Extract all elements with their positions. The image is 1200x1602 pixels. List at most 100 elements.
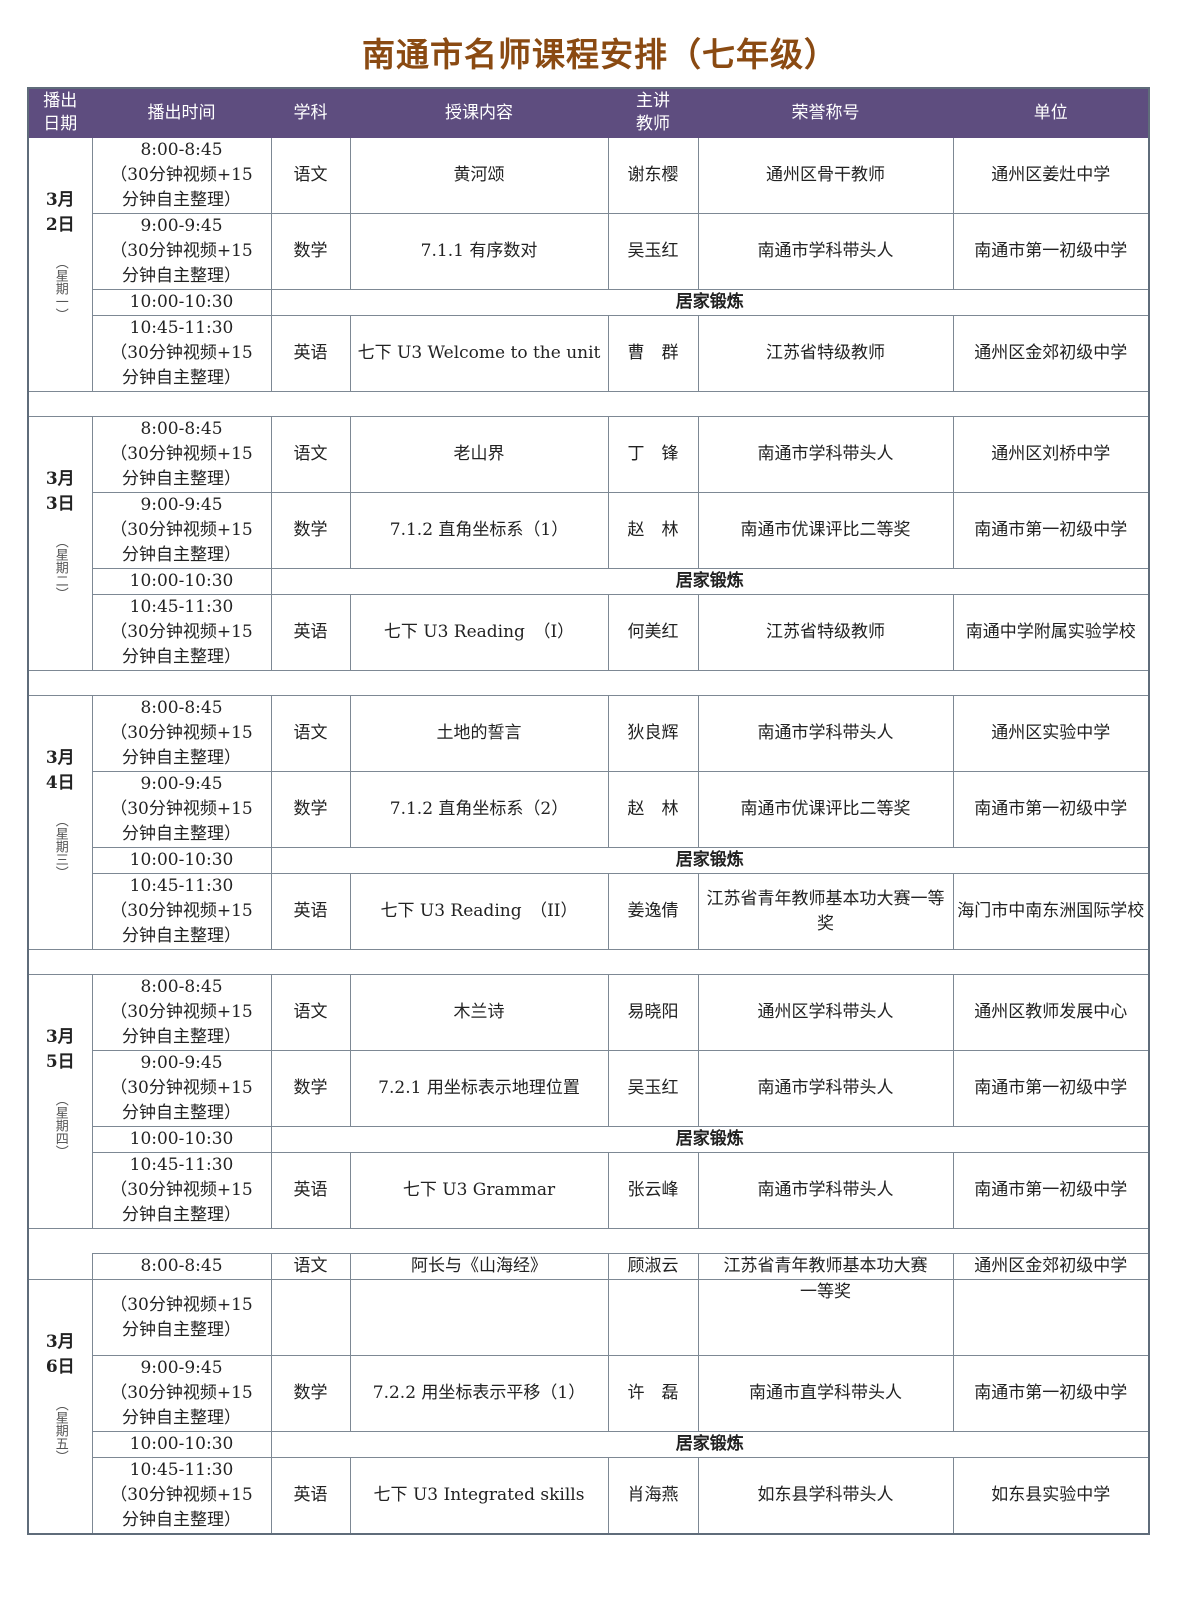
- time-note: 分钟自主整理）: [122, 1103, 241, 1123]
- subject-cell: 数学: [270, 213, 351, 290]
- time-note: （30分钟视频+15: [110, 723, 253, 743]
- date-cell: 3月 5日 （星期四）: [27, 974, 93, 1229]
- honor-cell: 南通市学科带头人: [697, 1152, 954, 1229]
- time-cell: 10:45-11:30 （30分钟视频+15 分钟自主整理）: [91, 1457, 272, 1535]
- content-cell: 7.1.2 直角坐标系（2）: [349, 771, 609, 848]
- time-cell: 9:00-9:45 （30分钟视频+15 分钟自主整理）: [91, 1355, 272, 1432]
- spacer-cell: [27, 670, 1149, 696]
- time-note: 分钟自主整理）: [122, 824, 241, 844]
- date-month: 3月: [45, 748, 75, 768]
- subject-cell: 数学: [270, 492, 351, 569]
- teacher-cell: 曹 群: [607, 315, 699, 392]
- break-cell: 居家锻炼: [270, 568, 1150, 595]
- day-spacer: [27, 1228, 1149, 1280]
- unit-cell: 南通市第一初级中学: [952, 492, 1150, 569]
- content-cell: [349, 1279, 609, 1356]
- break-cell: 居家锻炼: [270, 1431, 1150, 1458]
- time-note: （30分钟视频+15: [110, 799, 253, 819]
- date-cell: 3月 2日 （星期一）: [27, 137, 93, 392]
- subject-cell: [270, 1279, 351, 1356]
- break-row: 10:00-10:30 居家锻炼: [28, 847, 1150, 874]
- unit-cell: 南通市第一初级中学: [952, 1152, 1150, 1229]
- break-cell: 居家锻炼: [270, 289, 1150, 316]
- unit-cell: 通州区实验中学: [952, 695, 1150, 772]
- content-cell: 七下 U3 Integrated skills: [349, 1457, 609, 1535]
- honor-cell: 江苏省青年教师基本功大赛: [697, 1253, 954, 1280]
- content-cell: 七下 U3 Grammar: [349, 1152, 609, 1229]
- honor-cell: 南通市学科带头人: [697, 416, 954, 493]
- lesson-row: 9:00-9:45 （30分钟视频+15 分钟自主整理） 数学 7.2.1 用坐标表示地…: [28, 1050, 1150, 1127]
- break-row: 10:00-10:30 居家锻炼: [28, 1431, 1150, 1458]
- subject-cell: 英语: [270, 315, 351, 392]
- lesson-row: 10:45-11:30 （30分钟视频+15 分钟自主整理） 英语 七下 U3 Gram…: [28, 1152, 1150, 1229]
- time-note: 分钟自主整理）: [122, 469, 241, 489]
- time-note: （30分钟视频+15: [110, 1294, 253, 1315]
- time-cell: 10:45-11:30 （30分钟视频+15 分钟自主整理）: [91, 873, 272, 950]
- honor-cell: 江苏省特级教师: [697, 594, 954, 671]
- time-note: （30分钟视频+15: [110, 1078, 253, 1098]
- time-cell: 8:00-8:45: [91, 1253, 272, 1280]
- time-range: 10:45-11:30: [129, 1460, 234, 1480]
- time-note: 分钟自主整理）: [122, 748, 241, 768]
- time-note: （30分钟视频+15: [110, 444, 253, 464]
- unit-cell: 南通市第一初级中学: [952, 1050, 1150, 1127]
- content-cell: 7.1.1 有序数对: [349, 213, 609, 290]
- subject-cell: 英语: [270, 1457, 351, 1535]
- time-note: （30分钟视频+15: [110, 343, 253, 363]
- time-cell: 10:00-10:30: [91, 289, 272, 316]
- lesson-row: 10:45-11:30 （30分钟视频+15 分钟自主整理） 英语 七下 U3 Welc…: [28, 315, 1150, 392]
- break-row: 10:00-10:30 居家锻炼: [28, 568, 1150, 595]
- time-range: 10:45-11:30: [129, 1155, 234, 1175]
- unit-cell: 通州区金郊初级中学: [952, 1253, 1150, 1280]
- time-cell: 10:45-11:30 （30分钟视频+15 分钟自主整理）: [91, 594, 272, 671]
- unit-cell: 海门市中南东洲国际学校: [952, 873, 1150, 950]
- content-cell: 七下 U3 Reading （I）: [349, 594, 609, 671]
- teacher-cell: 丁 锋: [607, 416, 699, 493]
- honor-cell: 南通市优课评比二等奖: [697, 771, 954, 848]
- teacher-cell: 赵 林: [607, 771, 699, 848]
- lesson-row: 3月 5日 （星期四） 8:00-8:45 （30分钟视频+15 分钟自主整理） 语文 木兰诗…: [27, 974, 1150, 1229]
- time-cell: 9:00-9:45 （30分钟视频+15 分钟自主整理）: [91, 492, 272, 569]
- day-spacer: [27, 391, 1149, 417]
- spacer-cell: [92, 1228, 1149, 1254]
- honor-cell: 南通市学科带头人: [697, 695, 954, 772]
- time-note: 分钟自主整理）: [122, 1027, 241, 1047]
- date-day: 5日: [45, 1052, 75, 1072]
- time-range: 9:00-9:45: [140, 774, 223, 794]
- content-cell: 阿长与《山海经》: [349, 1253, 609, 1280]
- date-month: 3月: [45, 190, 75, 210]
- schedule-table: 播出 日期 播出时间 学科 授课内容 主讲 教师 荣誉称号 单位 3月 2日 （星期…: [27, 87, 1150, 1535]
- time-cell: 10:00-10:30: [91, 847, 272, 874]
- col-header-unit: 单位: [952, 87, 1150, 138]
- content-cell: 七下 U3 Welcome to the unit: [349, 315, 609, 392]
- subject-cell: 语文: [270, 974, 351, 1051]
- content-cell: 老山界: [349, 416, 609, 493]
- lesson-row: 9:00-9:45 （30分钟视频+15 分钟自主整理） 数学 7.1.1 有序数对 吴玉…: [28, 213, 1150, 290]
- time-range: 9:00-9:45: [140, 216, 223, 236]
- subject-cell: 语文: [270, 137, 351, 214]
- weekday: （星期五）: [52, 1398, 68, 1463]
- teacher-cell: 何美红: [607, 594, 699, 671]
- date-day: 3日: [45, 494, 75, 514]
- date-day: 2日: [45, 215, 75, 235]
- col-header-time: 播出时间: [91, 87, 272, 138]
- lesson-row: 3月 4日 （星期三） 8:00-8:45 （30分钟视频+15 分钟自主整理） 语文 土地的…: [27, 695, 1150, 950]
- honor-cell: 江苏省特级教师: [697, 315, 954, 392]
- time-note: （30分钟视频+15: [110, 1383, 253, 1403]
- teacher-cell: 姜逸倩: [607, 873, 699, 950]
- lesson-row: 10:45-11:30 （30分钟视频+15 分钟自主整理） 英语 七下 U3 Read…: [28, 873, 1150, 950]
- break-cell: 居家锻炼: [270, 1126, 1150, 1153]
- content-cell: 木兰诗: [349, 974, 609, 1051]
- subject-cell: 数学: [270, 771, 351, 848]
- time-cell: 10:45-11:30 （30分钟视频+15 分钟自主整理）: [91, 315, 272, 392]
- time-cell: 9:00-9:45 （30分钟视频+15 分钟自主整理）: [91, 771, 272, 848]
- time-cell: 8:00-8:45 （30分钟视频+15 分钟自主整理）: [91, 416, 272, 493]
- date-cell: 3月 6日 （星期五）: [27, 1279, 93, 1535]
- time-cell: 8:00-8:45 （30分钟视频+15 分钟自主整理）: [91, 137, 272, 214]
- subject-cell: 英语: [270, 1152, 351, 1229]
- subject-cell: 语文: [270, 416, 351, 493]
- honor-cell: 江苏省青年教师基本功大赛一等奖: [697, 873, 954, 950]
- time-cell: 8:00-8:45 （30分钟视频+15 分钟自主整理）: [91, 695, 272, 772]
- content-cell: 7.2.1 用坐标表示地理位置: [349, 1050, 609, 1127]
- date-day: 6日: [45, 1357, 75, 1377]
